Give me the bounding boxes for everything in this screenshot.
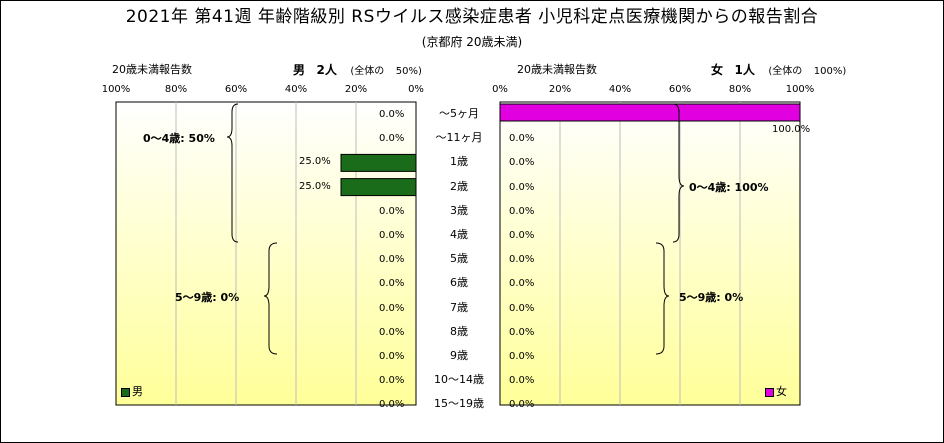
brace-female-0-4 xyxy=(672,103,685,243)
brace-male-0-4 xyxy=(226,103,239,243)
female-gender-label: 女 xyxy=(711,63,724,77)
male-header: 男 2人 (全体の 50%) xyxy=(293,61,422,78)
female-data-label: 0.0% xyxy=(509,278,535,290)
female-data-label: 0.0% xyxy=(509,351,535,362)
male-data-label: 0.0% xyxy=(379,133,405,145)
brace-label-female-5-9: 5～9歳: 0% xyxy=(679,291,744,304)
legend-male-label: 男 xyxy=(132,385,143,398)
female-share-label: (全体の xyxy=(768,66,803,77)
right-tick-label: 40% xyxy=(608,84,632,95)
legend-male: 男 xyxy=(121,383,143,399)
male-plot-area xyxy=(115,101,417,406)
female-data-label: 0.0% xyxy=(509,133,535,145)
legend-male-swatch xyxy=(121,387,130,397)
male-bar xyxy=(340,153,417,172)
female-data-label: 0.0% xyxy=(509,230,535,241)
left-tick-label: 40% xyxy=(284,84,308,95)
male-data-label: 0.0% xyxy=(379,326,405,338)
female-share-pct: 100%) xyxy=(813,66,847,77)
category-label: 5歳 xyxy=(450,252,468,266)
male-data-label: 0.0% xyxy=(379,278,405,290)
male-data-label: 0.0% xyxy=(379,109,405,120)
female-plot-area xyxy=(499,101,801,406)
female-data-label: 0.0% xyxy=(509,326,535,338)
right-tick-label: 80% xyxy=(728,84,752,95)
category-label: 4歳 xyxy=(450,228,468,241)
chart-title: 2021年 第41週 年齢階級別 RSウイルス感染症患者 小児科定点医療機関から… xyxy=(125,7,819,27)
chart-subtitle: (京都府 20歳未満) xyxy=(421,35,523,49)
right-tick-label: 20% xyxy=(548,84,572,95)
category-label: 1歳 xyxy=(450,155,468,169)
female-data-label: 0.0% xyxy=(509,254,535,266)
male-data-label: 0.0% xyxy=(379,230,405,241)
bars xyxy=(340,103,801,197)
category-label: 9歳 xyxy=(450,349,468,362)
male-data-label: 25.0% xyxy=(299,156,331,168)
male-share-pct: 50%) xyxy=(395,66,422,77)
category-label: 15～19歳 xyxy=(434,397,484,411)
male-data-label: 0.0% xyxy=(379,254,405,266)
category-label: ～11ヶ月 xyxy=(435,131,483,145)
female-data-label: 0.0% xyxy=(509,205,535,217)
left-tick-label: 100% xyxy=(101,84,131,95)
female-data-label: 0.0% xyxy=(509,302,535,314)
legend-female: 女 xyxy=(765,383,787,399)
left-tick-label: 20% xyxy=(344,84,368,95)
male-share-label: (全体の xyxy=(350,66,385,77)
female-report-note: 20歳未満報告数 xyxy=(517,63,597,76)
male-bar xyxy=(340,178,417,197)
category-label: 7歳 xyxy=(450,300,468,314)
female-count-label: 1人 xyxy=(734,63,755,77)
category-label: 8歳 xyxy=(450,324,468,338)
male-data-label: 0.0% xyxy=(379,399,405,411)
female-data-label: 0.0% xyxy=(509,181,535,193)
brace-male-5-9 xyxy=(263,242,278,355)
right-tick-label: 100% xyxy=(785,84,815,95)
female-bar xyxy=(499,103,801,122)
male-count-label: 2人 xyxy=(316,63,337,77)
right-tick-label: 60% xyxy=(668,84,692,95)
male-data-label: 25.0% xyxy=(299,180,331,192)
legend-female-label: 女 xyxy=(776,385,787,398)
right-tick-label: 0% xyxy=(492,84,508,95)
category-label: 10～14歳 xyxy=(434,373,484,387)
male-gender-label: 男 xyxy=(293,63,306,77)
female-data-label: 0.0% xyxy=(509,375,535,387)
left-tick-label: 60% xyxy=(224,84,248,95)
left-tick-label: 80% xyxy=(164,84,188,95)
left-tick-label: 0% xyxy=(408,84,424,95)
category-label: ～5ヶ月 xyxy=(439,107,479,120)
male-data-label: 0.0% xyxy=(379,302,405,314)
brace-marks xyxy=(226,103,685,355)
brace-label-female-0-4: 0～4歳: 100% xyxy=(689,181,769,194)
male-data-label: 0.0% xyxy=(379,375,405,387)
gridlines xyxy=(175,102,741,405)
category-label: 3歳 xyxy=(450,203,468,217)
brace-label-male-5-9: 5～9歳: 0% xyxy=(175,291,240,304)
legend-female-swatch xyxy=(765,387,774,397)
female-header: 女 1人 (全体の 100%) xyxy=(711,61,846,78)
male-data-label: 0.0% xyxy=(379,351,405,362)
female-data-label: 100.0% xyxy=(772,124,811,135)
category-label: 6歳 xyxy=(450,276,468,290)
male-data-label: 0.0% xyxy=(379,205,405,217)
male-report-note: 20歳未満報告数 xyxy=(112,63,192,76)
brace-label-male-0-4: 0～4歳: 50% xyxy=(143,132,215,145)
female-data-label: 0.0% xyxy=(509,399,535,411)
female-data-label: 0.0% xyxy=(509,157,535,169)
category-label: 2歳 xyxy=(450,179,468,193)
brace-female-5-9 xyxy=(655,242,670,355)
